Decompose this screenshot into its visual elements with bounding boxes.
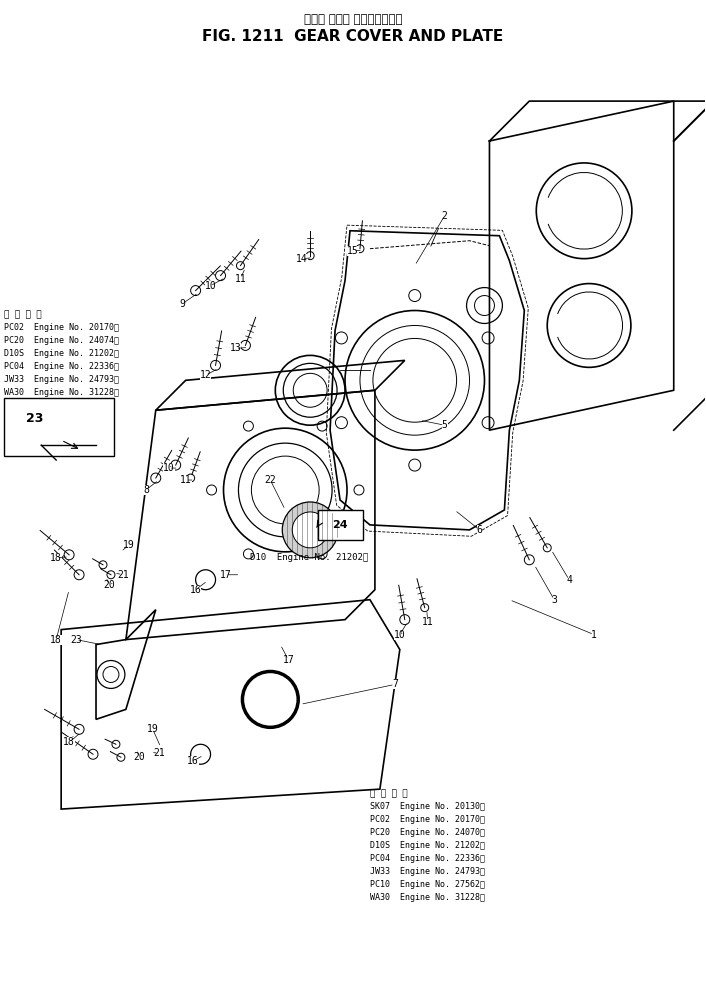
Text: 2: 2 bbox=[442, 211, 448, 221]
Text: 21: 21 bbox=[117, 570, 128, 580]
Text: 9: 9 bbox=[180, 298, 186, 309]
Text: 23: 23 bbox=[70, 635, 82, 645]
Text: 16: 16 bbox=[190, 585, 201, 594]
Text: 4: 4 bbox=[566, 575, 572, 585]
Circle shape bbox=[117, 753, 125, 761]
Text: PC04  Engine No. 22336～: PC04 Engine No. 22336～ bbox=[4, 362, 119, 372]
Text: WA30  Engine No. 31228～: WA30 Engine No. 31228～ bbox=[370, 893, 485, 902]
Circle shape bbox=[99, 561, 107, 569]
Text: PC04  Engine No. 22336～: PC04 Engine No. 22336～ bbox=[370, 854, 485, 863]
Text: 12: 12 bbox=[200, 370, 212, 381]
Text: 10: 10 bbox=[205, 281, 217, 290]
Text: 16: 16 bbox=[187, 756, 198, 766]
Text: 6: 6 bbox=[477, 525, 482, 535]
Text: WA30  Engine No. 31228～: WA30 Engine No. 31228～ bbox=[4, 388, 119, 397]
Text: 17: 17 bbox=[220, 570, 232, 580]
Text: JW33  Engine No. 24793～: JW33 Engine No. 24793～ bbox=[4, 376, 119, 385]
Text: 23: 23 bbox=[26, 412, 44, 425]
Circle shape bbox=[171, 460, 181, 470]
Text: 適 用 号 機: 適 用 号 機 bbox=[370, 789, 407, 799]
Text: D10S  Engine No. 21202～: D10S Engine No. 21202～ bbox=[370, 841, 485, 850]
Text: 10: 10 bbox=[394, 630, 406, 640]
Text: 14: 14 bbox=[297, 254, 308, 264]
Text: PC20  Engine No. 24074～: PC20 Engine No. 24074～ bbox=[4, 336, 119, 345]
Text: 8: 8 bbox=[143, 485, 149, 495]
Circle shape bbox=[74, 724, 84, 735]
Circle shape bbox=[306, 252, 314, 260]
Circle shape bbox=[241, 340, 251, 350]
Circle shape bbox=[210, 360, 220, 371]
Text: PC10  Engine No. 27562～: PC10 Engine No. 27562～ bbox=[370, 880, 485, 889]
Text: PC02  Engine No. 20170～: PC02 Engine No. 20170～ bbox=[370, 815, 485, 824]
Text: JW33  Engine No. 24793～: JW33 Engine No. 24793～ bbox=[370, 867, 485, 876]
Circle shape bbox=[525, 555, 534, 565]
Text: 3: 3 bbox=[551, 594, 557, 604]
Text: 11: 11 bbox=[180, 475, 191, 485]
Text: 19: 19 bbox=[147, 724, 159, 735]
Circle shape bbox=[543, 543, 551, 552]
Circle shape bbox=[292, 512, 328, 547]
Circle shape bbox=[74, 570, 84, 580]
Circle shape bbox=[151, 473, 161, 483]
Text: D10  Engine No. 21202～: D10 Engine No. 21202～ bbox=[251, 553, 369, 562]
Text: 20: 20 bbox=[103, 580, 115, 590]
Text: 1: 1 bbox=[591, 630, 597, 640]
Circle shape bbox=[215, 271, 225, 281]
Circle shape bbox=[282, 502, 338, 558]
Circle shape bbox=[186, 474, 195, 482]
Text: ギヤー カバー およびプレート: ギヤー カバー およびプレート bbox=[304, 14, 402, 26]
Circle shape bbox=[421, 603, 429, 612]
Text: 22: 22 bbox=[265, 475, 276, 485]
Bar bbox=[318, 510, 363, 540]
Circle shape bbox=[107, 571, 115, 579]
Text: 11: 11 bbox=[421, 617, 433, 627]
Bar bbox=[4, 398, 114, 456]
Text: 18: 18 bbox=[50, 553, 62, 563]
Text: 13: 13 bbox=[229, 343, 241, 353]
Circle shape bbox=[237, 262, 244, 270]
Circle shape bbox=[191, 285, 201, 295]
Text: 7: 7 bbox=[392, 680, 397, 690]
Text: 10: 10 bbox=[163, 463, 174, 473]
Text: D10S  Engine No. 21202～: D10S Engine No. 21202～ bbox=[4, 349, 119, 358]
Text: PC20  Engine No. 24070～: PC20 Engine No. 24070～ bbox=[370, 828, 485, 837]
Text: 21: 21 bbox=[153, 749, 164, 758]
Text: PC02  Engine No. 20170～: PC02 Engine No. 20170～ bbox=[4, 324, 119, 333]
Text: 18: 18 bbox=[64, 738, 75, 748]
Circle shape bbox=[356, 244, 364, 253]
Circle shape bbox=[64, 549, 74, 560]
Text: 19: 19 bbox=[123, 540, 135, 549]
Text: SK07  Engine No. 20130～: SK07 Engine No. 20130～ bbox=[370, 802, 485, 811]
Text: 5: 5 bbox=[442, 420, 448, 431]
Text: 適 用 号 機: 適 用 号 機 bbox=[4, 311, 42, 320]
Text: 15: 15 bbox=[347, 245, 359, 256]
Text: FIG. 1211  GEAR COVER AND PLATE: FIG. 1211 GEAR COVER AND PLATE bbox=[203, 29, 503, 44]
Text: 18: 18 bbox=[50, 635, 62, 645]
Text: 20: 20 bbox=[133, 752, 145, 762]
Text: 11: 11 bbox=[234, 274, 246, 284]
Text: 24: 24 bbox=[333, 520, 348, 530]
Circle shape bbox=[400, 615, 409, 625]
Circle shape bbox=[88, 749, 98, 759]
Circle shape bbox=[112, 741, 120, 749]
Text: 17: 17 bbox=[282, 654, 294, 664]
